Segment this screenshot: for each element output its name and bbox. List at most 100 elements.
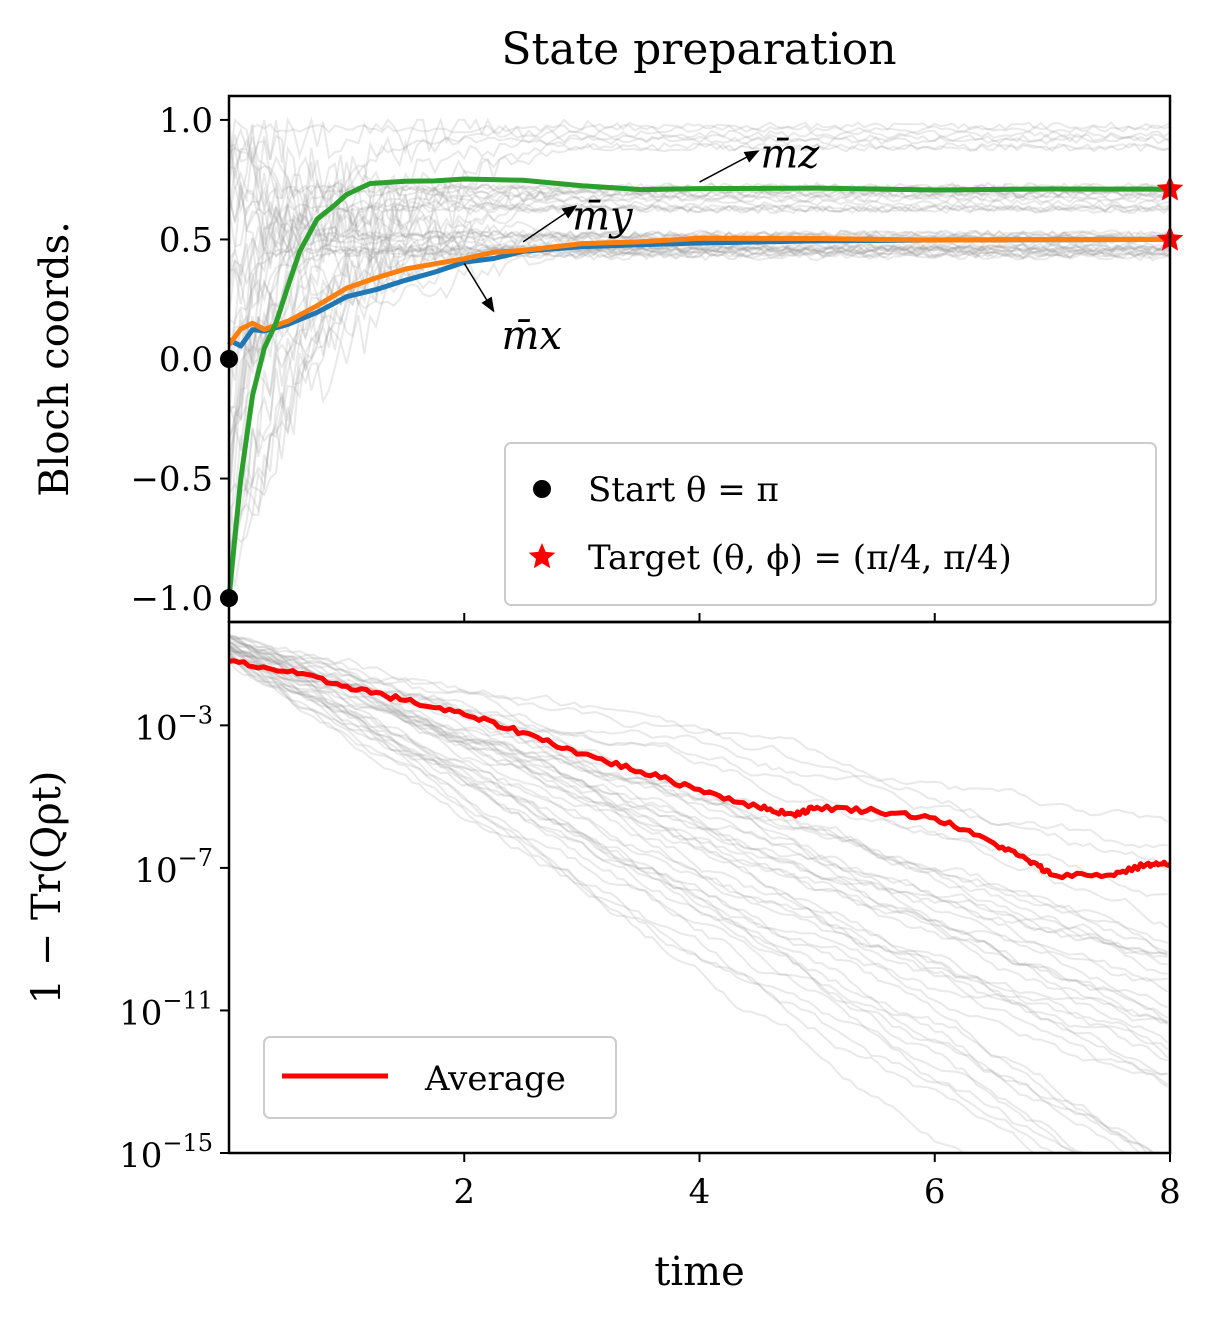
bottom-x-axis-label: time bbox=[654, 1249, 744, 1295]
trajectory-line bbox=[228, 198, 1171, 497]
trajectory-line bbox=[228, 245, 1171, 487]
trajectory-line bbox=[228, 119, 1171, 239]
trajectory-line bbox=[228, 129, 1171, 315]
bottom-series bbox=[228, 658, 1172, 881]
trajectory-line bbox=[228, 246, 1171, 512]
y-tick-label: −1.0 bbox=[130, 579, 213, 619]
trajectory-line bbox=[228, 135, 1171, 443]
y-tick-exponent: −11 bbox=[162, 986, 213, 1014]
trajectory-line bbox=[228, 193, 1171, 414]
y-tick-exponent: −3 bbox=[178, 701, 213, 729]
trajectory-line bbox=[228, 122, 1171, 222]
annotation-label-mz: m̄z bbox=[760, 131, 820, 177]
y-tick-label: −0.5 bbox=[130, 460, 213, 500]
trajectory-line bbox=[228, 249, 1171, 495]
trajectory-line bbox=[228, 649, 1169, 1009]
annotation-arrow-my bbox=[522, 205, 578, 243]
trajectory-line bbox=[228, 650, 1169, 1051]
annotation-arrow-mz bbox=[699, 150, 760, 183]
y-tick-label: 10−15 bbox=[119, 1129, 213, 1176]
legend-label: Start θ = π bbox=[588, 470, 779, 510]
x-tick-label: 8 bbox=[1159, 1172, 1181, 1212]
trajectory-line bbox=[228, 249, 1171, 553]
trajectory-line bbox=[228, 187, 1171, 311]
trajectory-line bbox=[228, 245, 1171, 451]
trajectory-line bbox=[228, 650, 1168, 849]
trajectory-line bbox=[228, 660, 1056, 1154]
y-tick-base: 10 bbox=[119, 993, 162, 1033]
annotation-arrow-mx bbox=[463, 262, 495, 313]
trajectory-line bbox=[228, 243, 1171, 381]
x-tick-label: 4 bbox=[689, 1172, 711, 1212]
trajectory-line bbox=[228, 641, 1169, 1044]
top-panel: m̄z m̄y m̄x −1.0 −0.5 0.0 0.5 1.0 Bloch coords… bbox=[32, 94, 1184, 624]
trajectory-line bbox=[228, 642, 1168, 966]
y-tick-exponent: −15 bbox=[162, 1129, 213, 1157]
top-annotations: m̄z m̄y m̄x bbox=[463, 131, 820, 359]
trajectory-line bbox=[228, 636, 1169, 872]
trajectory-line bbox=[228, 653, 1041, 1154]
series-line-mz bbox=[226, 176, 1171, 599]
trajectory-line bbox=[228, 241, 1171, 374]
bottom-x-ticks: 2 4 6 8 bbox=[453, 1153, 1181, 1212]
top-series bbox=[226, 176, 1171, 599]
trajectory-line bbox=[228, 203, 1171, 599]
trajectory-line bbox=[228, 244, 1171, 455]
annotation-label-mx: m̄x bbox=[502, 313, 562, 359]
trajectory-line bbox=[228, 655, 1091, 1154]
series-line-average bbox=[228, 658, 1172, 881]
legend-label: Average bbox=[424, 1059, 566, 1099]
trajectory-line bbox=[228, 142, 1171, 587]
trajectory-line bbox=[228, 203, 1171, 559]
trajectory-line bbox=[228, 655, 1077, 1154]
top-y-axis-label: Bloch coords. bbox=[32, 221, 78, 497]
trajectory-line bbox=[228, 243, 1171, 423]
trajectory-line bbox=[228, 249, 1171, 537]
trajectory-line bbox=[228, 637, 1169, 929]
trajectory-line bbox=[228, 251, 1171, 548]
y-tick-label: 10−11 bbox=[119, 986, 213, 1033]
trajectory-line bbox=[228, 652, 1168, 944]
y-tick-label: 10−7 bbox=[134, 844, 213, 891]
legend-start-marker bbox=[533, 480, 551, 498]
legend-box bbox=[504, 442, 1157, 606]
y-tick-exponent: −7 bbox=[178, 844, 213, 872]
trajectory-line bbox=[228, 659, 1169, 1086]
y-tick-label: 1.0 bbox=[159, 101, 213, 141]
series-line-my bbox=[227, 235, 1171, 347]
legend-label: Target (θ, ϕ) = (π/4, π/4) bbox=[588, 538, 1012, 578]
top-legend: Start θ = π Target (θ, ϕ) = (π/4, π/4) bbox=[504, 442, 1157, 606]
trajectory-line bbox=[228, 659, 971, 1154]
trajectory-line bbox=[228, 644, 1168, 1062]
trajectory-line bbox=[228, 242, 1171, 421]
trajectory-line bbox=[228, 636, 1084, 1154]
trajectory-line bbox=[228, 651, 1154, 1154]
trajectory-line bbox=[228, 646, 1168, 1076]
trajectory-line bbox=[228, 645, 1169, 1024]
trajectory-line bbox=[228, 646, 1168, 982]
top-y-ticks: −1.0 −0.5 0.0 0.5 1.0 bbox=[130, 101, 229, 619]
trajectory-line bbox=[228, 188, 1171, 276]
y-tick-base: 10 bbox=[119, 1136, 162, 1176]
x-tick-label: 6 bbox=[924, 1172, 946, 1212]
y-tick-label: 0.0 bbox=[159, 340, 213, 380]
trajectory-line bbox=[229, 184, 1171, 305]
annotation-label-my: m̄y bbox=[572, 194, 634, 240]
trajectory-line bbox=[228, 133, 1171, 420]
bottom-legend: Average bbox=[263, 1036, 617, 1119]
top-x-ticks bbox=[463, 613, 1171, 622]
trajectory-line bbox=[228, 134, 1171, 240]
trajectory-line bbox=[228, 653, 1168, 1154]
chart-title: State preparation bbox=[501, 24, 896, 75]
trajectory-line bbox=[228, 244, 1171, 476]
trajectory-line bbox=[228, 116, 1171, 170]
trajectory-line bbox=[228, 657, 1169, 1059]
y-tick-base: 10 bbox=[134, 708, 177, 748]
trajectory-line bbox=[228, 204, 1171, 558]
trajectory-line bbox=[228, 645, 1168, 959]
x-tick-label: 2 bbox=[453, 1172, 475, 1212]
y-tick-label: 10−3 bbox=[134, 701, 213, 748]
